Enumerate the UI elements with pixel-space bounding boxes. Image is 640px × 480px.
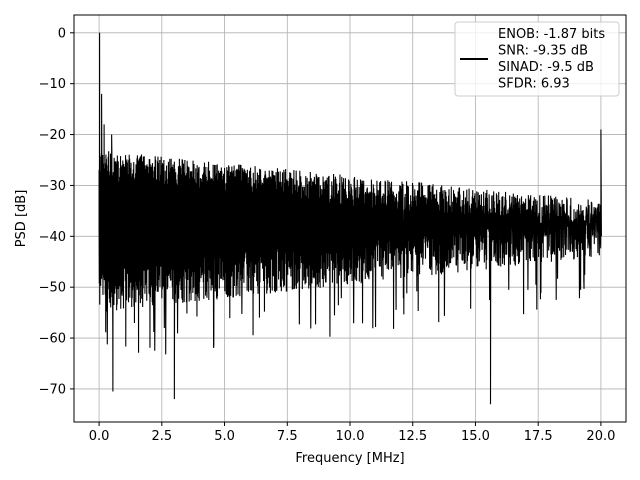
legend-entry-enob: ENOB: -1.87 bits (498, 27, 605, 42)
y-tick-label: −20 (39, 128, 66, 143)
x-axis-title: Frequency [MHz] (295, 451, 404, 466)
y-axis-ticks: 0 −10 −20 −30 −40 −50 −60 −70 (39, 26, 74, 397)
y-tick-label: −50 (39, 281, 66, 296)
x-tick-label: 0.0 (89, 429, 110, 444)
legend-entry-sfdr: SFDR: 6.93 (498, 77, 570, 92)
y-tick-label: −10 (39, 77, 66, 92)
y-tick-label: 0 (58, 26, 66, 41)
legend-entry-snr: SNR: -9.35 dB (498, 44, 588, 59)
legend: ENOB: -1.87 bits SNR: -9.35 dB SINAD: -9… (454, 21, 620, 97)
y-axis-title: PSD [dB] (14, 190, 29, 248)
x-tick-label: 5.0 (214, 429, 235, 444)
x-tick-label: 12.5 (398, 429, 427, 444)
y-tick-label: −30 (39, 179, 66, 194)
x-tick-label: 17.5 (524, 429, 553, 444)
x-tick-label: 10.0 (336, 429, 365, 444)
psd-trace (98, 32, 602, 405)
x-tick-label: 20.0 (586, 429, 615, 444)
y-tick-label: −40 (39, 230, 66, 245)
x-tick-label: 2.5 (151, 429, 172, 444)
legend-entry-sinad: SINAD: -9.5 dB (498, 60, 594, 75)
legend-box (454, 21, 620, 97)
y-tick-label: −70 (39, 382, 66, 397)
series-psd (98, 32, 602, 405)
x-tick-label: 15.0 (461, 429, 490, 444)
y-tick-label: −60 (39, 332, 66, 347)
x-tick-label: 7.5 (277, 429, 298, 444)
x-axis-ticks: 0.0 2.5 5.0 7.5 10.0 12.5 15.0 17.5 20.0 (89, 422, 615, 444)
